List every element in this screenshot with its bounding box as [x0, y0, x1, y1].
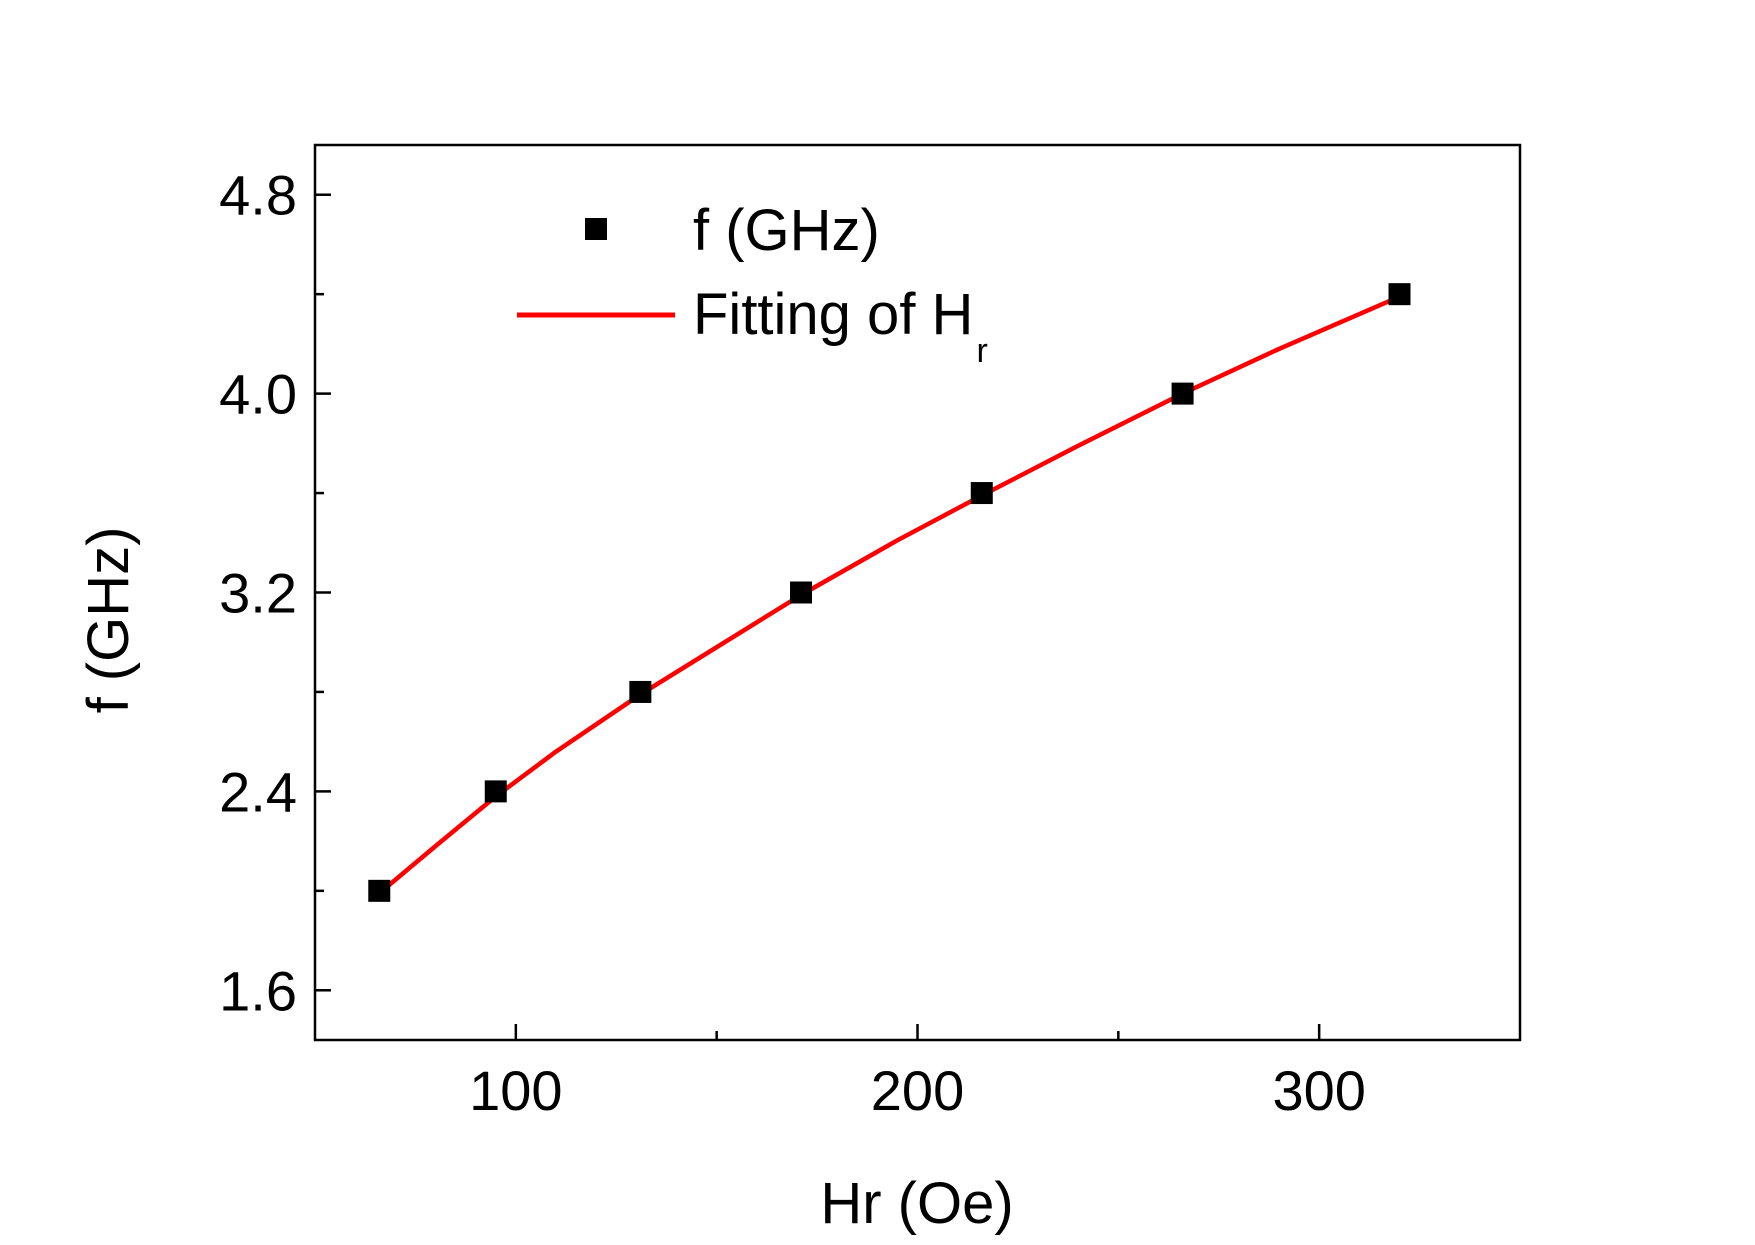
y-tick-label: 3.2: [219, 562, 297, 625]
plot-frame: [313, 143, 1522, 1042]
fit-line: [377, 294, 1402, 896]
legend-marker-square: [585, 218, 607, 240]
x-axis: 100 200 300: [469, 1024, 1366, 1122]
x-tick-label: 100: [469, 1059, 562, 1122]
data-point: [790, 581, 813, 604]
data-point: [1388, 283, 1411, 306]
data-point: [484, 780, 507, 803]
legend-label-data: f (GHz): [693, 198, 880, 263]
legend-label-fit-subscript: r: [976, 332, 987, 370]
y-axis-label: f (GHz): [76, 527, 141, 714]
y-tick-label: 2.4: [219, 760, 297, 823]
y-axis: 1.6 2.4 3.2 4.0 4.8: [219, 164, 331, 1022]
data-point: [1171, 382, 1194, 405]
legend-label-fit: Fitting of Hr: [693, 282, 988, 370]
data-point: [368, 879, 391, 902]
legend-label-fit-main: Fitting of H: [693, 282, 973, 347]
legend: f (GHz) Fitting of Hr: [517, 198, 988, 370]
x-tick-label: 300: [1272, 1059, 1365, 1122]
plot-area: [368, 283, 1411, 902]
axes: [313, 143, 1522, 1042]
y-tick-label: 4.8: [219, 164, 297, 227]
x-axis-label: Hr (Oe): [820, 1171, 1013, 1236]
data-point: [970, 482, 993, 505]
y-tick-label: 1.6: [219, 959, 297, 1022]
y-tick-label: 4.0: [219, 363, 297, 426]
x-tick-label: 200: [871, 1059, 964, 1122]
data-point: [629, 680, 652, 703]
